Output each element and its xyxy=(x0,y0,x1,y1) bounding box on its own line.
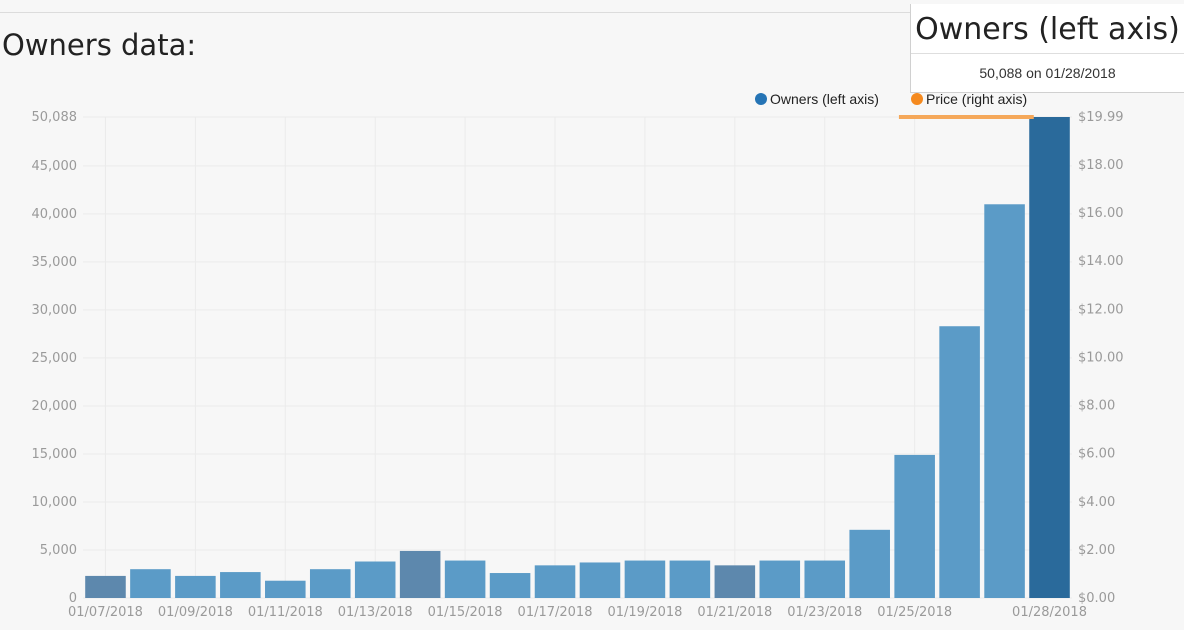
x-axis-tick-label: 01/07/2018 xyxy=(68,605,143,620)
bar-layer xyxy=(85,117,1070,599)
right-axis-tick-label: $19.99 xyxy=(1078,110,1124,125)
x-axis-tick-label: 01/19/2018 xyxy=(607,605,682,620)
legend: Owners (left axis) Price (right axis) xyxy=(755,91,1027,107)
left-axis-tick-label: 40,000 xyxy=(32,207,78,222)
x-axis: 01/07/2018 01/09/2018 01/11/2018 01/13/2018… xyxy=(68,605,1087,620)
x-axis-tick-label: 01/17/2018 xyxy=(518,605,593,620)
owners-bar-01-26-2018[interactable] xyxy=(939,326,980,598)
owners-bar-01-18-2018[interactable] xyxy=(579,562,621,598)
owners-bar-01-22-2018[interactable] xyxy=(759,560,801,598)
owners-bar-01-07-2018[interactable] xyxy=(85,575,126,598)
owners-bar-01-14-2018[interactable] xyxy=(399,550,441,598)
left-axis: 0 5,000 10,000 15,000 20,000 25,000 30,000 35,0… xyxy=(32,110,78,606)
x-axis-tick-label: 01/28/2018 xyxy=(1012,605,1087,620)
left-axis-tick-label: 30,000 xyxy=(32,303,78,318)
owners-bar-01-23-2018[interactable] xyxy=(804,560,846,598)
right-axis-tick-label: $6.00 xyxy=(1078,447,1115,462)
right-axis: $0.00 $2.00 $4.00 $6.00 $8.00 $10.00 $12.00 $14… xyxy=(1078,110,1124,606)
left-axis-tick-label: 15,000 xyxy=(32,447,78,462)
legend-label: Owners (left axis) xyxy=(770,91,879,107)
right-axis-tick-label: $10.00 xyxy=(1078,350,1124,365)
legend-item-price[interactable]: Price (right axis) xyxy=(911,91,1027,107)
hover-tooltip: Owners (left axis) 50,088 on 01/28/2018 xyxy=(910,4,1184,93)
owners-bar-01-21-2018[interactable] xyxy=(714,565,756,598)
tooltip-title: Owners (left axis) xyxy=(915,12,1180,47)
owners-bar-01-10-2018[interactable] xyxy=(220,572,261,598)
left-axis-tick-label: 45,000 xyxy=(32,159,78,174)
owners-bar-01-09-2018[interactable] xyxy=(175,575,216,598)
top-divider xyxy=(0,12,1184,13)
x-axis-tick-label: 01/15/2018 xyxy=(428,605,503,620)
legend-item-owners[interactable]: Owners (left axis) xyxy=(755,91,879,107)
x-axis-tick-label: 01/09/2018 xyxy=(158,605,233,620)
right-axis-tick-label: $16.00 xyxy=(1078,206,1124,221)
x-axis-tick-label: 01/21/2018 xyxy=(697,605,772,620)
owners-bar-01-08-2018[interactable] xyxy=(130,569,171,598)
owners-bar-01-27-2018[interactable] xyxy=(984,204,1025,599)
owners-bar-01-16-2018[interactable] xyxy=(489,573,531,598)
left-axis-tick-label: 5,000 xyxy=(40,543,77,558)
right-axis-tick-label: $12.00 xyxy=(1078,302,1124,317)
page-title: Owners data: xyxy=(2,28,197,62)
left-axis-tick-label: 0 xyxy=(69,591,77,606)
right-axis-tick-label: $18.00 xyxy=(1078,158,1124,173)
x-axis-tick-label: 01/11/2018 xyxy=(248,605,323,620)
x-axis-tick-label: 01/25/2018 xyxy=(877,605,952,620)
left-axis-tick-label: 20,000 xyxy=(32,399,78,414)
legend-label: Price (right axis) xyxy=(926,91,1027,107)
x-axis-tick-label: 01/23/2018 xyxy=(787,605,862,620)
legend-swatch xyxy=(911,93,923,105)
left-axis-tick-label: 25,000 xyxy=(32,351,78,366)
left-axis-tick-label: 50,088 xyxy=(32,110,78,125)
owners-bar-01-28-2018[interactable] xyxy=(1029,117,1070,598)
right-axis-tick-label: $0.00 xyxy=(1078,591,1115,606)
left-axis-tick-label: 10,000 xyxy=(32,495,78,510)
left-axis-tick-label: 35,000 xyxy=(32,255,78,270)
right-axis-tick-label: $2.00 xyxy=(1078,543,1115,558)
tooltip-value: 50,088 on 01/28/2018 xyxy=(979,65,1116,81)
owners-bar-01-24-2018[interactable] xyxy=(849,529,890,598)
x-axis-tick-label: 01/13/2018 xyxy=(338,605,413,620)
tooltip-divider xyxy=(911,53,1184,54)
owners-bar-01-17-2018[interactable] xyxy=(534,565,576,598)
owners-bar-01-11-2018[interactable] xyxy=(265,580,306,598)
owners-bar-01-12-2018[interactable] xyxy=(309,569,351,598)
right-axis-tick-label: $14.00 xyxy=(1078,254,1124,269)
owners-bar-01-25-2018[interactable] xyxy=(894,454,935,598)
owners-bar-01-19-2018[interactable] xyxy=(624,560,666,598)
owners-bar-01-13-2018[interactable] xyxy=(354,561,396,598)
owners-bar-01-20-2018[interactable] xyxy=(669,560,711,598)
right-axis-tick-label: $4.00 xyxy=(1078,495,1115,510)
legend-swatch xyxy=(755,93,767,105)
owners-bar-01-15-2018[interactable] xyxy=(444,560,486,598)
right-axis-tick-label: $8.00 xyxy=(1078,399,1115,414)
